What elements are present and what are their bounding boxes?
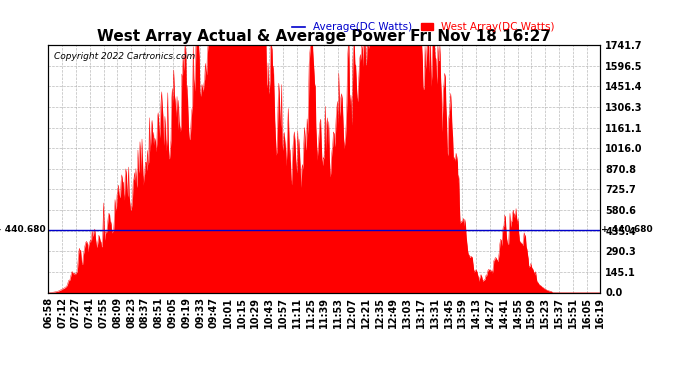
Text: + 440.680: + 440.680: [0, 225, 46, 234]
Text: + 440.680: + 440.680: [602, 225, 653, 234]
Title: West Array Actual & Average Power Fri Nov 18 16:27: West Array Actual & Average Power Fri No…: [97, 29, 551, 44]
Text: Copyright 2022 Cartronics.com: Copyright 2022 Cartronics.com: [54, 53, 195, 62]
Legend: Average(DC Watts), West Array(DC Watts): Average(DC Watts), West Array(DC Watts): [288, 18, 559, 36]
